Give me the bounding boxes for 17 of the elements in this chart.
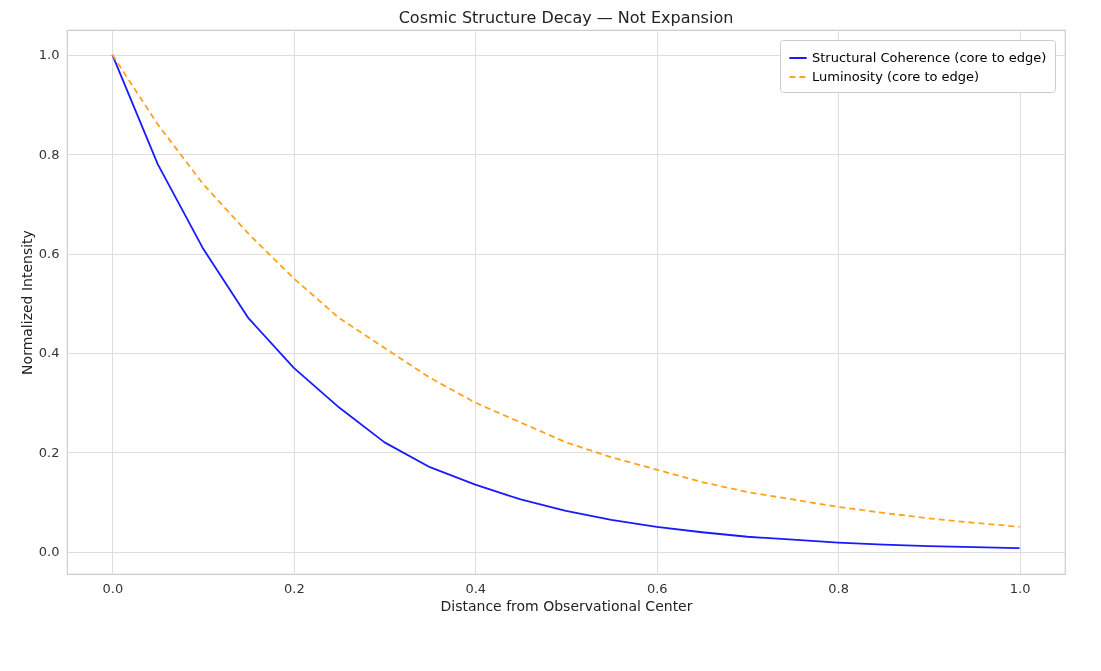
y-tick-label: 0.0	[38, 544, 60, 560]
y-tick-label: 0.6	[38, 246, 60, 262]
x-tick-label: 0.2	[283, 580, 305, 596]
y-axis-title: Normalized Intensity	[18, 230, 35, 375]
x-tick-label: 0.8	[828, 580, 850, 596]
y-tick-label: 0.2	[38, 444, 60, 460]
y-tick-label: 0.4	[38, 345, 60, 361]
y-tick-label: 0.8	[38, 146, 60, 162]
x-tick-label: 0.0	[102, 580, 124, 596]
x-tick-label: 0.6	[646, 580, 668, 596]
y-tick-label: 1.0	[38, 47, 60, 63]
x-tick-label: 1.0	[1009, 580, 1031, 596]
legend-label: Structural Coherence (core to edge)	[812, 50, 1047, 65]
x-tick-label: 0.4	[465, 580, 487, 596]
chart-title: Cosmic Structure Decay — Not Expansion	[398, 8, 734, 27]
legend-label: Luminosity (core to edge)	[812, 69, 980, 84]
x-axis-title: Distance from Observational Center	[440, 597, 693, 614]
